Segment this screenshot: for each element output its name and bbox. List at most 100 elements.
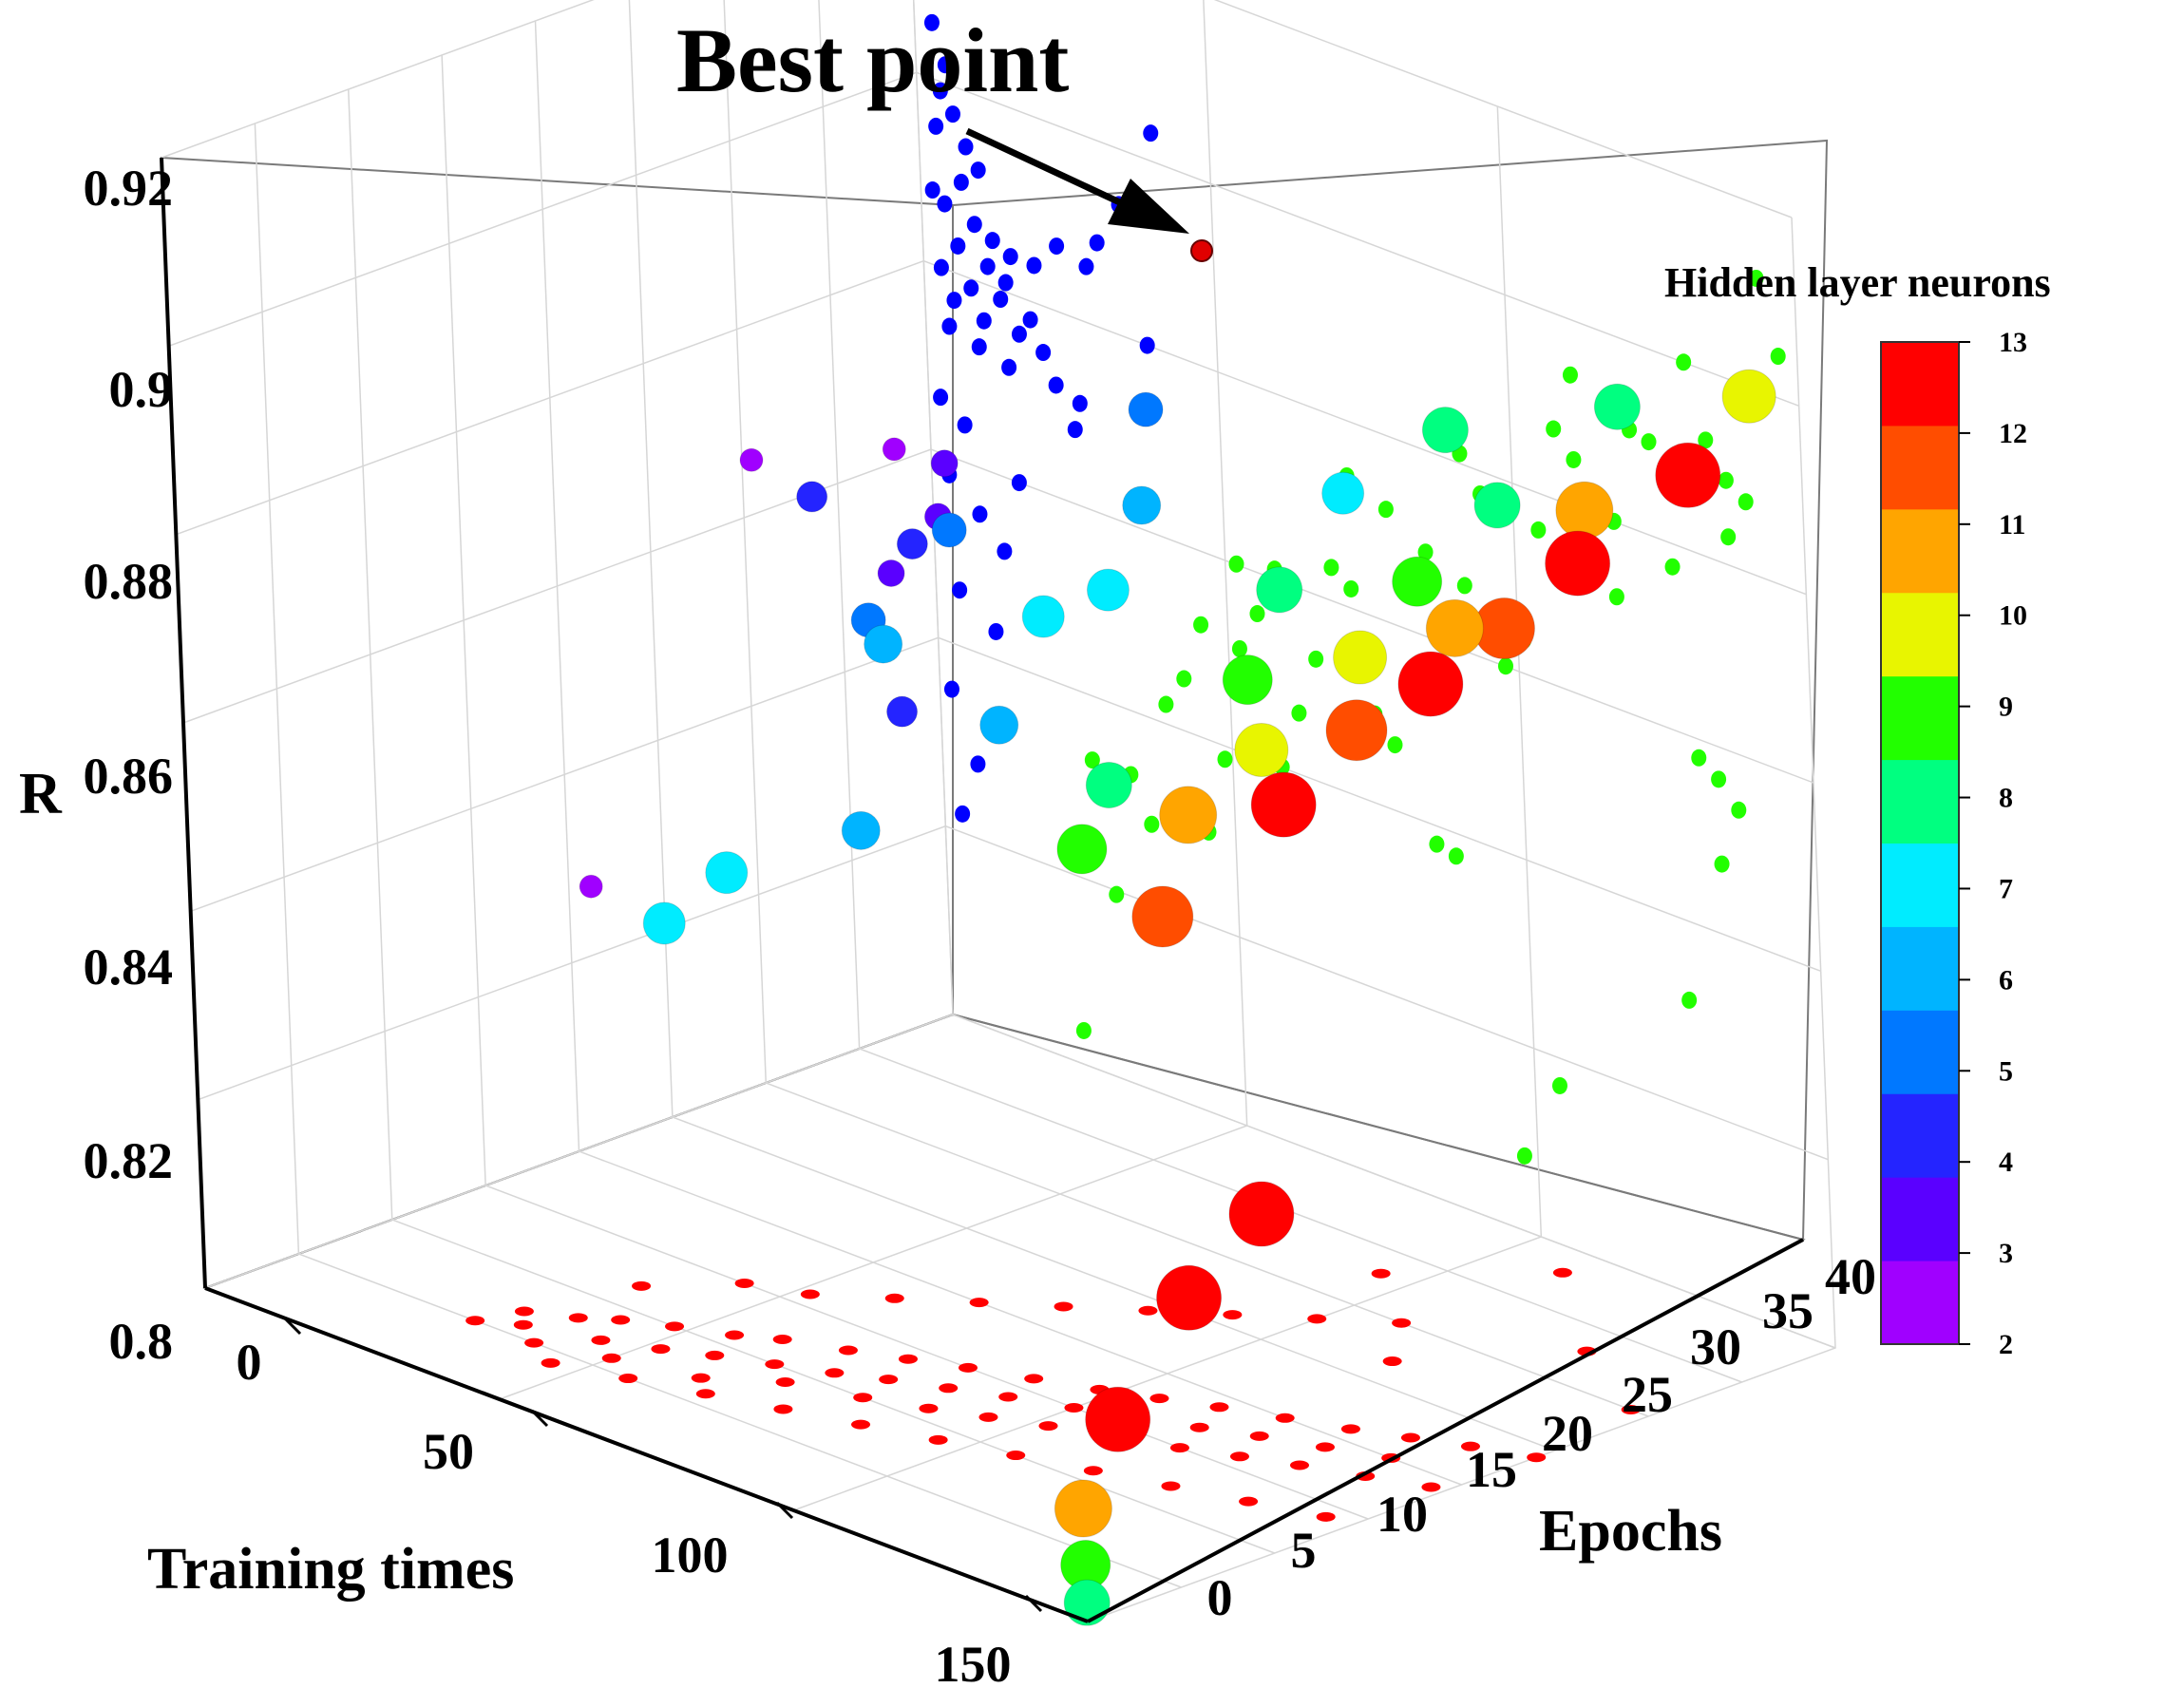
projection-point-epochs-r: [1456, 577, 1472, 595]
projection-point-training-epochs: [772, 1335, 792, 1344]
projection-point-training-epochs: [853, 1393, 873, 1403]
gridline-epochs: [161, 157, 1089, 1622]
projection-point-training-epochs: [465, 1316, 485, 1326]
y-tick-label: 40: [1825, 1248, 1876, 1305]
colorbar-band: [1881, 1010, 1959, 1094]
projection-point-epochs-r: [1676, 353, 1692, 371]
bubble-point: [1421, 407, 1469, 454]
projection-point-training-epochs: [1460, 1441, 1480, 1451]
z-axis-line: [160, 157, 207, 1289]
best-point-marker: [1190, 239, 1213, 262]
projection-point-training-r: [1035, 344, 1052, 362]
gridline-r: [168, 71, 1799, 408]
gridline-r: [198, 825, 1829, 1161]
best-point-annotation: Best point: [676, 9, 1069, 111]
gridline-epochs: [912, 0, 1836, 1349]
bubbles: [579, 239, 1776, 1626]
projection-point-training-epochs: [1006, 1451, 1026, 1461]
projection-point-epochs-r: [1249, 605, 1265, 623]
bubble-point: [739, 447, 764, 472]
bubble-point: [1086, 568, 1130, 612]
colorbar-band: [1881, 759, 1959, 844]
projection-point-training-r: [1089, 234, 1105, 252]
projection-point-training-epochs: [1621, 1404, 1641, 1414]
projection-point-training-epochs: [800, 1289, 820, 1299]
bubble-point: [877, 560, 905, 587]
projection-point-training-r: [970, 755, 986, 773]
bubble-point: [1425, 598, 1484, 657]
projection-point-training-epochs: [1315, 1442, 1335, 1452]
colorbar-tick-label: 3: [1999, 1238, 2013, 1269]
projection-point-epochs-r: [1144, 815, 1160, 833]
projection-point-epochs-r: [1291, 704, 1307, 722]
projection-point-training-epochs: [1189, 1422, 1209, 1432]
x-tick-mark: [1024, 1594, 1043, 1613]
projection-point-training-epochs: [775, 1377, 795, 1387]
projection-point-epochs-r: [1193, 616, 1209, 634]
bubble-point: [1063, 1579, 1111, 1626]
projection-point-training-epochs: [618, 1374, 638, 1384]
colorbar: 2 3 4 5 6 7 8 9 10 11 12 13: [1880, 327, 2027, 1360]
projection-point-training-r: [970, 161, 986, 180]
x-tick-mark: [530, 1409, 549, 1428]
bubble-point: [642, 901, 686, 945]
bubble-point: [1333, 630, 1388, 685]
projection-point-training-epochs: [568, 1313, 588, 1323]
projection-point-training-epochs: [978, 1412, 998, 1422]
projection-point-training-epochs: [591, 1335, 611, 1345]
projection-point-training-r: [966, 216, 982, 234]
projection-point-training-epochs: [1307, 1314, 1327, 1324]
bubble-point: [1473, 482, 1521, 529]
z-tick-label: 0.9: [109, 361, 174, 418]
colorbar-frame: [1880, 341, 1960, 1345]
projection-point-training-epochs: [1149, 1394, 1169, 1404]
y-tick-label: 15: [1466, 1441, 1517, 1498]
projection-point-training-epochs: [1209, 1402, 1229, 1413]
y-tick-label: 25: [1622, 1366, 1673, 1423]
bubble-point: [1250, 771, 1317, 838]
projection-point-training-r: [1072, 394, 1088, 412]
projection-point-epochs-r: [1551, 1076, 1567, 1094]
projection-point-epochs-r: [1720, 528, 1737, 546]
projection-point-epochs-r: [1731, 801, 1747, 819]
projection-point-epochs-r: [1566, 450, 1582, 468]
projection-point-epochs-r: [1217, 750, 1233, 768]
projection-point-epochs-r: [1546, 420, 1562, 438]
projection-point-training-epochs: [1275, 1413, 1295, 1423]
projection-point-training-epochs: [1289, 1460, 1309, 1470]
floor-points: [465, 1267, 1641, 1522]
z-ticks: 0.8 0.82 0.84 0.86 0.88 0.9 0.92: [84, 160, 174, 1370]
projection-point-training-r: [932, 82, 948, 100]
projection-point-epochs-r: [1608, 588, 1624, 606]
projection-point-training-epochs: [651, 1344, 671, 1355]
bubble-point: [1222, 654, 1273, 706]
projection-point-epochs-r: [1231, 640, 1247, 657]
projection-point-epochs-r: [1323, 559, 1339, 577]
colorbar-band: [1881, 675, 1959, 761]
bubble-point: [705, 851, 749, 895]
bubble-point: [1159, 786, 1218, 844]
projection-point-epochs-r: [1718, 471, 1734, 489]
bubble-point: [579, 874, 603, 899]
gridline-training: [204, 0, 954, 1289]
colorbar-tick-label: 8: [1999, 783, 2013, 814]
projection-point-training-r: [1011, 474, 1027, 492]
projection-point-training-epochs: [919, 1403, 939, 1413]
projection-point-training-epochs: [928, 1434, 948, 1445]
projection-point-epochs-r: [1562, 366, 1578, 384]
bubble-point: [1021, 595, 1065, 638]
colorbar-ticks: 2 3 4 5 6 7 8 9 10 11 12 13: [1959, 327, 2027, 1360]
projection-point-training-r: [979, 257, 996, 275]
projection-point-epochs-r: [1429, 835, 1445, 853]
projection-point-training-r: [1078, 257, 1094, 275]
projection-point-epochs-r: [1176, 670, 1192, 688]
bubble-point: [1156, 1264, 1223, 1331]
x-tick-label: 50: [423, 1423, 474, 1480]
bubble-point: [979, 705, 1019, 745]
projection-point-epochs-r: [1343, 579, 1359, 597]
bubble-point: [896, 528, 928, 560]
projection-point-training-r: [937, 56, 953, 74]
z-tick-label: 0.86: [84, 748, 174, 805]
bubble-point: [1325, 699, 1388, 762]
